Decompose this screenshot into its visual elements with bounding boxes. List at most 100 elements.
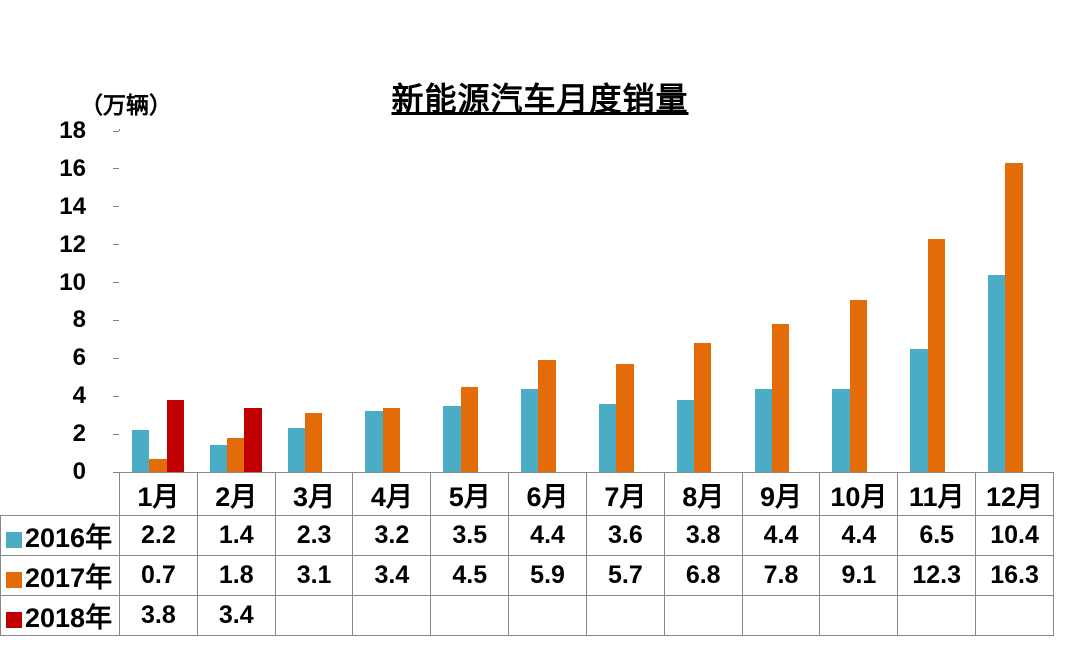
month-header-cell: 6月 [508,472,587,516]
value-cell: 4.4 [819,515,899,556]
bar-2016年-11月 [910,348,928,472]
value-cell: 1.4 [196,515,276,556]
bar-2016年-8月 [676,400,695,472]
bar-2016年-9月 [754,388,772,472]
bar-2016年-7月 [598,403,617,472]
table-row: 2017年 0.7 1.8 3.1 3.4 4.5 5.9 5.7 6.8 7.8 9.1 12.3 1… [0,555,1054,596]
y-tick-mark [113,319,124,321]
y-tick-mark [113,244,124,246]
bar-2017年-1月 [149,458,167,472]
bar-2017年-11月 [927,238,945,472]
bar-2017年-12月 [1005,163,1023,472]
bar-2016年-5月 [443,405,461,472]
value-cell: 9.1 [819,555,899,596]
value-cell [819,595,899,636]
y-tick-label: 14 [59,192,86,220]
value-cell: 4.4 [508,515,587,556]
month-header-cell: 8月 [663,472,743,516]
value-cell [508,595,587,636]
value-cell [741,595,821,636]
month-header-cell: 4月 [352,472,432,516]
value-cell: 6.5 [897,515,977,556]
bar-2017年-10月 [849,299,868,472]
month-header-cell: 5月 [430,472,510,516]
value-cell: 5.7 [585,555,665,596]
y-tick-label: 4 [72,382,86,410]
bar-2017年-9月 [771,324,790,472]
bar-2016年-12月 [988,274,1006,472]
value-cell: 3.8 [119,595,198,636]
value-cell: 1.8 [196,555,276,596]
bar-2017年-6月 [538,360,556,472]
month-header-cell: 12月 [975,472,1054,516]
plot-area [119,131,1053,472]
bar-2018年-1月 [166,400,184,472]
month-header-cell: 1月 [119,472,198,516]
value-cell: 3.1 [274,555,354,596]
series-row-label: 2018年 [0,595,120,636]
month-header-cell: 9月 [741,472,821,516]
month-header-cell: 2月 [196,472,276,516]
bar-2016年-6月 [521,388,539,472]
bar-2016年-10月 [832,388,850,472]
bar-2016年-3月 [287,428,305,472]
y-tick-mark [113,130,124,132]
value-cell: 7.8 [741,555,821,596]
y-tick-mark [113,395,124,397]
bar-2016年-4月 [365,411,383,472]
month-header-cell: 3月 [274,472,354,516]
value-cell: 2.3 [274,515,354,556]
series-name-label: 2017年 [25,563,113,593]
legend-swatch-2017年 [6,572,22,588]
y-tick-label: 2 [72,420,86,448]
value-cell [585,595,665,636]
month-header-cell: 7月 [585,472,665,516]
bar-2017年-3月 [304,413,323,472]
bar-2016年-1月 [131,430,150,472]
value-cell: 16.3 [975,555,1054,596]
series-row-label: 2016年 [0,515,120,556]
table-corner-cell [0,472,120,516]
table-row: 2018年 3.8 3.4 [0,595,1054,636]
y-tick-label: 10 [59,268,86,296]
value-cell [663,595,743,636]
value-cell: 5.9 [508,555,587,596]
value-cell [430,595,510,636]
legend-swatch-2016年 [6,532,22,548]
y-tick-label: 18 [59,117,86,144]
y-tick-mark [113,168,124,170]
chart-title: 新能源汽车月度销量 [391,81,689,117]
y-tick-mark [113,282,124,284]
value-cell: 3.2 [352,515,432,556]
value-cell [897,595,977,636]
bar-2017年-7月 [616,364,634,472]
value-cell: 3.5 [430,515,510,556]
month-header-cell: 11月 [897,472,977,516]
series-row-label: 2017年 [0,555,120,596]
y-axis-unit-label: （万辆） [80,92,172,118]
series-name-label: 2016年 [25,523,113,553]
month-header-cell: 10月 [819,472,899,516]
y-tick-label: 6 [72,344,86,372]
value-cell: 3.4 [196,595,276,636]
bar-2017年-8月 [694,343,712,472]
bar-2018年-2月 [244,407,262,472]
value-cell [975,595,1054,636]
y-tick-label: 16 [59,154,86,182]
value-cell: 6.8 [663,555,743,596]
value-cell: 4.4 [741,515,821,556]
bar-2017年-5月 [460,386,478,472]
value-cell [274,595,354,636]
y-tick-mark [113,206,124,208]
legend-swatch-2018年 [6,612,22,628]
y-tick-label: 8 [72,306,86,334]
bar-2017年-4月 [382,407,401,472]
y-tick-mark [113,471,124,473]
table-row: 2016年 2.2 1.4 2.3 3.2 3.5 4.4 3.6 3.8 4.4 4.4 6.5 10… [0,515,1054,556]
bar-2016年-2月 [209,445,228,472]
y-tick-mark [113,357,124,359]
series-name-label: 2018年 [25,603,113,633]
bar-2017年-2月 [227,437,245,472]
y-tick-mark [113,433,124,435]
value-cell: 3.6 [585,515,665,556]
